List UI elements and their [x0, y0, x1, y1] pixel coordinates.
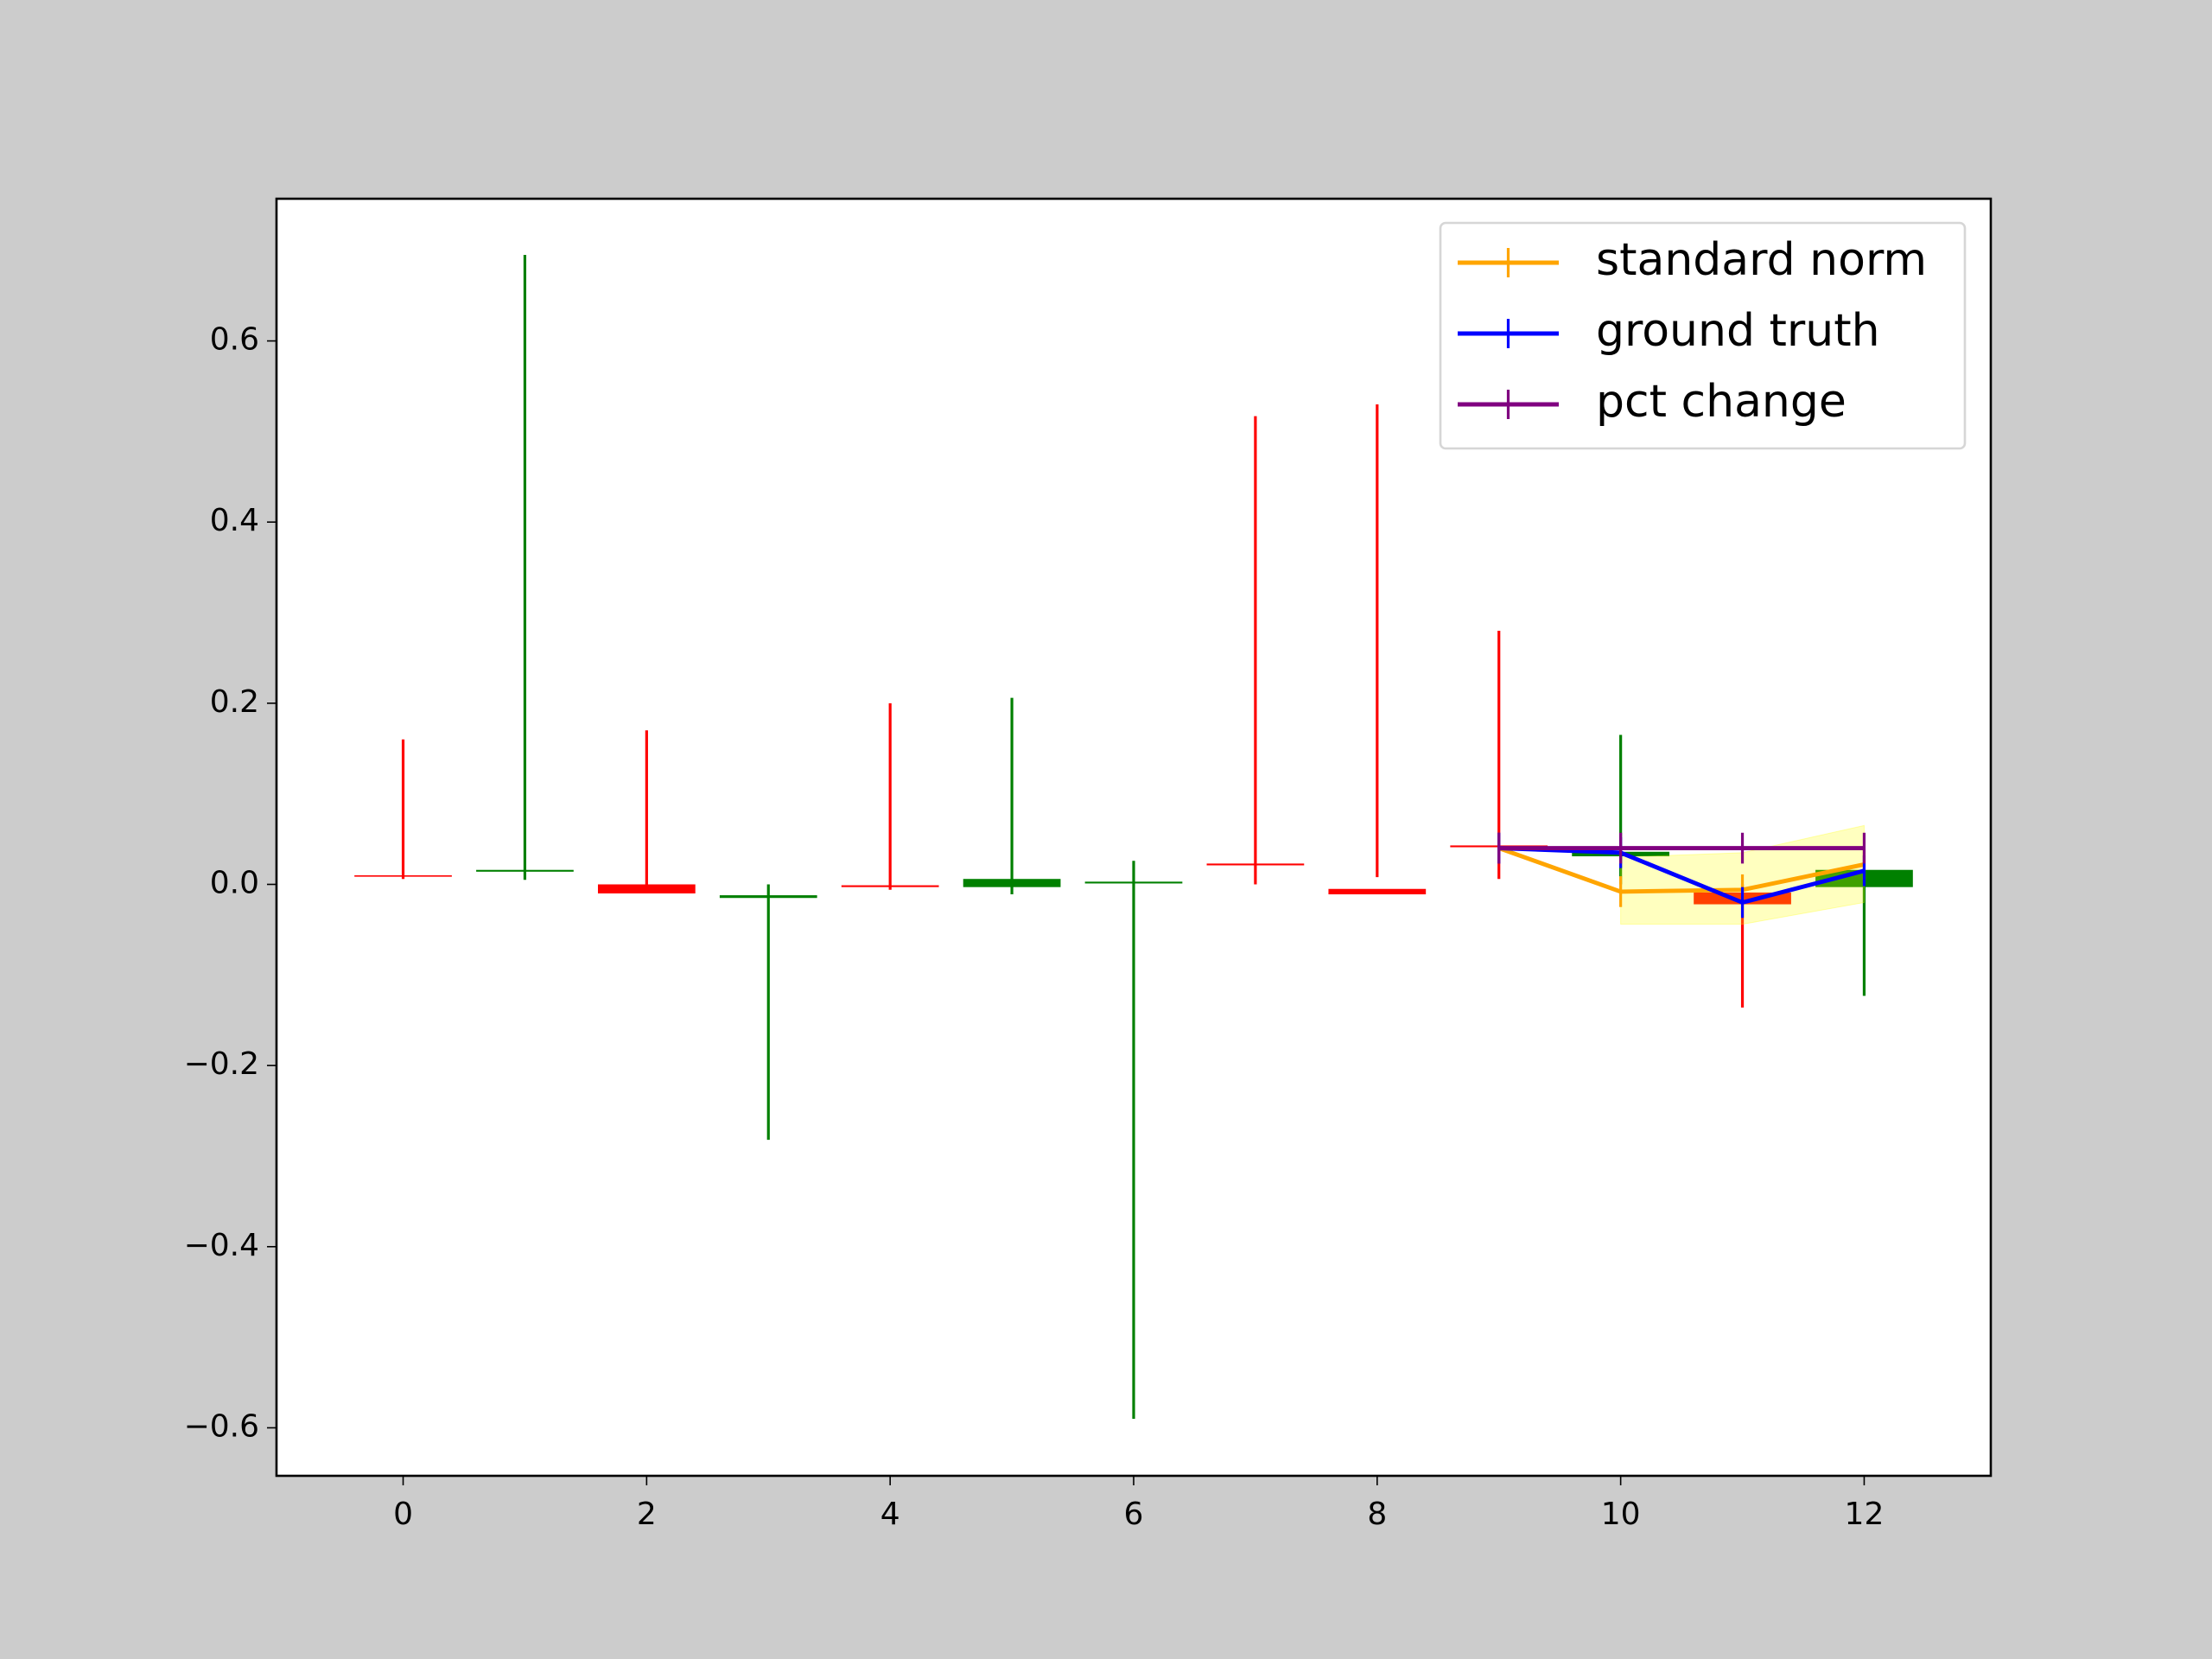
x-tick-label: 12 [1845, 1497, 1885, 1532]
x-tick-label: 0 [393, 1497, 413, 1532]
y-tick-label: −0.6 [184, 1408, 259, 1444]
x-tick-label: 2 [637, 1497, 657, 1532]
plot-layer [354, 254, 1913, 1419]
legend-box [1439, 221, 1967, 450]
candle-body [1328, 888, 1427, 895]
y-tick-label: 0.0 [210, 866, 259, 901]
legend-label: pct change [1596, 376, 1847, 428]
x-tick-label: 8 [1367, 1497, 1387, 1532]
axes-frame [275, 197, 1993, 1478]
x-tick-label: 6 [1124, 1497, 1144, 1532]
y-tick-label: 0.2 [210, 684, 259, 720]
y-tick-label: −0.4 [184, 1228, 259, 1263]
y-tick-label: 0.6 [210, 322, 259, 358]
y-tick-label: −0.2 [184, 1046, 259, 1082]
legend-label: standard norm [1596, 234, 1927, 286]
legend-label: ground truth [1596, 305, 1880, 357]
x-tick-label: 4 [880, 1497, 900, 1532]
series-line [1498, 846, 1866, 906]
x-tick-label: 10 [1601, 1497, 1641, 1532]
series-line [1497, 846, 1865, 894]
y-tick-label: 0.4 [210, 503, 259, 538]
